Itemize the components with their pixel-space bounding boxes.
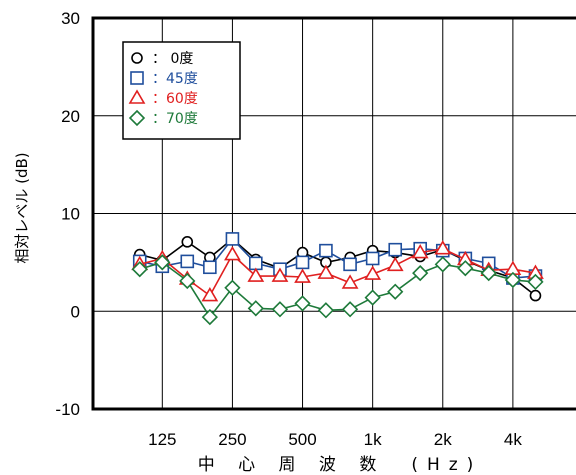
data-point-triangle [317, 264, 335, 279]
data-point-diamond [480, 264, 497, 282]
data-point-diamond [247, 300, 264, 317]
x-axis-label: 中 心 周 波 数 (Hz) [198, 455, 483, 475]
data-point-square [388, 242, 403, 257]
data-point-diamond [434, 256, 451, 273]
data-point-diamond [527, 273, 544, 291]
data-point-triangle [411, 244, 429, 259]
legend-marker-square [130, 71, 144, 85]
legend-items: ： 0度 ：45度 ：60度 ：70度 [128, 51, 198, 127]
x-tick-label: 4k [504, 430, 522, 449]
legend-label: ：70度 [152, 111, 198, 127]
data-point-square [180, 254, 195, 269]
legend-label: ：60度 [152, 91, 198, 107]
x-tick-label: 500 [288, 430, 316, 449]
data-point-triangle [224, 245, 241, 261]
data-point-circle [181, 236, 194, 248]
y-tick-label: -10 [55, 400, 80, 419]
data-point-square [203, 260, 217, 275]
data-point-diamond [179, 272, 196, 290]
y-tick-label: 0 [71, 302, 80, 321]
data-point-triangle [386, 256, 404, 272]
data-point-diamond [131, 261, 148, 278]
data-point-circle [529, 289, 542, 302]
data-point-diamond [387, 283, 404, 300]
data-point-diamond [412, 264, 429, 282]
data-point-diamond [224, 279, 241, 296]
series-layer [131, 232, 544, 326]
data-point-triangle [434, 240, 452, 255]
data-point-square [343, 257, 357, 272]
x-tick-labels: 125 250 500 1k 2k 4k [148, 430, 522, 449]
x-tick-label: 1k [364, 430, 382, 449]
plot-frame [91, 16, 576, 411]
y-axis-label: 相対レベル (dB) [13, 152, 31, 263]
data-point-square [225, 232, 240, 246]
legend-marker-diamond [128, 109, 146, 127]
y-tick-label: 10 [61, 205, 80, 224]
y-tick-label: 30 [61, 9, 80, 28]
data-point-diamond [317, 302, 335, 319]
data-point-diamond [294, 295, 311, 312]
x-tick-label: 2k [434, 430, 452, 449]
legend: ： 0度 ：45度 ：60度 ：70度 [122, 41, 241, 140]
data-point-square [319, 243, 333, 258]
data-point-diamond [201, 308, 218, 326]
data-point-triangle [294, 268, 311, 283]
data-point-triangle [271, 267, 289, 282]
data-point-triangle [247, 267, 265, 282]
data-point-diamond [154, 254, 171, 271]
data-point-diamond [364, 289, 381, 306]
data-point-triangle [201, 287, 219, 302]
data-point-square [295, 255, 310, 270]
data-point-square [365, 251, 380, 266]
data-point-triangle [341, 274, 359, 289]
data-point-diamond [457, 260, 474, 277]
data-point-triangle [364, 265, 382, 280]
data-point-diamond [271, 301, 289, 318]
data-point-diamond [341, 301, 359, 318]
legend-label: ：45度 [152, 71, 198, 87]
data-point-diamond [504, 271, 522, 289]
legend-label: ： 0度 [152, 51, 193, 67]
series-diamond [131, 254, 544, 326]
y-tick-label: 20 [61, 107, 80, 126]
legend-marker-triangle [128, 89, 146, 104]
legend-marker-circle [131, 52, 143, 64]
x-tick-label: 125 [148, 430, 176, 449]
y-tick-labels: 30 20 10 0 -10 [55, 9, 80, 419]
x-tick-label: 250 [218, 430, 246, 449]
